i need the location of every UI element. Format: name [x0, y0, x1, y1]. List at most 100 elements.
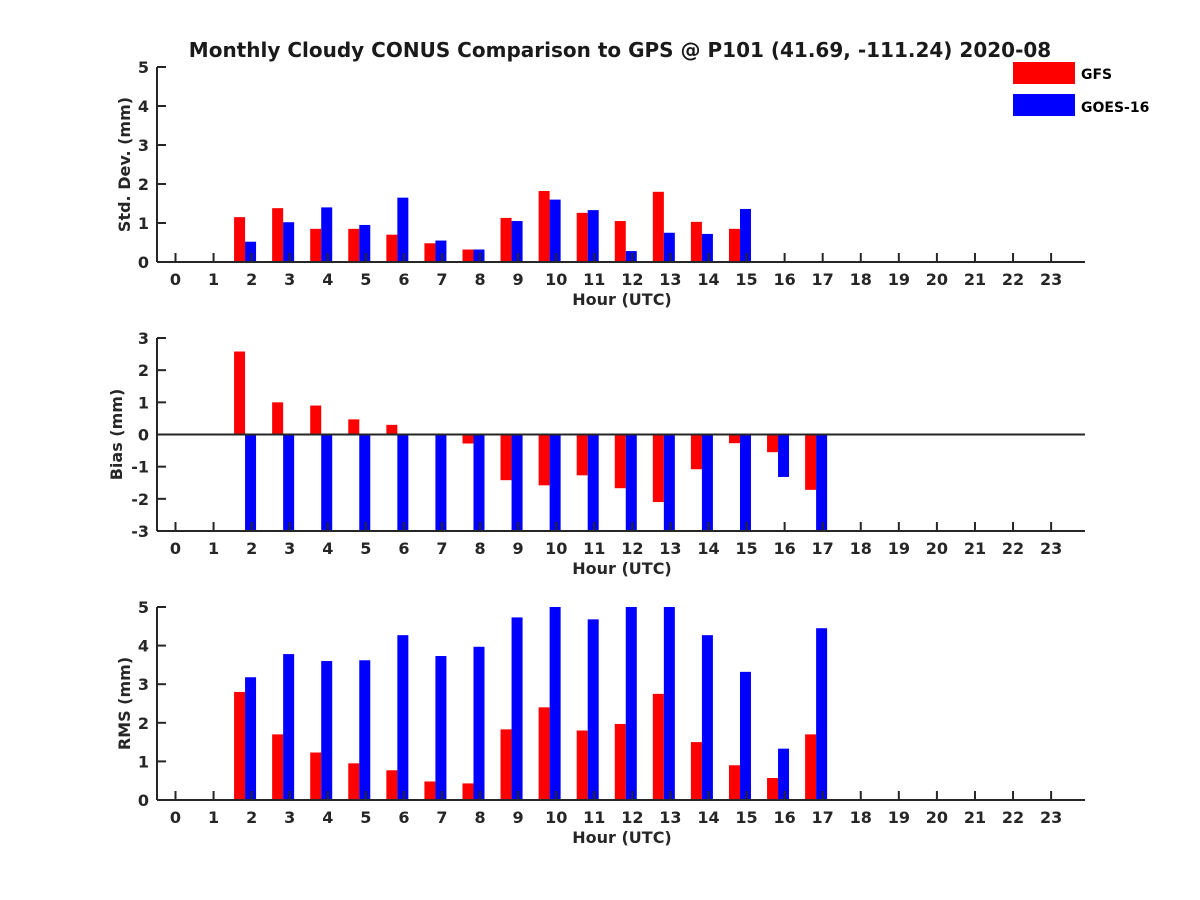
x-tick-label: 17 [812, 270, 834, 289]
bar-goes16-hour-3 [321, 434, 333, 531]
x-tick-label: 1 [208, 270, 219, 289]
x-tick-label: 2 [246, 539, 257, 558]
bar-gfs-hour-8 [500, 729, 512, 800]
bar-gfs-hour-11 [614, 221, 626, 262]
bar-goes16-hour-9 [549, 199, 561, 262]
x-tick-label: 14 [697, 808, 719, 827]
bar-gfs-hour-5 [386, 424, 398, 435]
bar-gfs-hour-2 [272, 208, 284, 262]
x-tick-label: 17 [812, 808, 834, 827]
x-tick-label: 7 [436, 808, 447, 827]
x-tick-label: 14 [697, 539, 719, 558]
x-tick-label: 23 [1040, 539, 1062, 558]
bar-goes16-hour-4 [359, 660, 371, 800]
x-tick-label: 20 [926, 270, 948, 289]
x-tick-label: 15 [735, 270, 757, 289]
bar-gfs-hour-15 [767, 434, 779, 453]
y-tick-label: 5 [138, 58, 149, 77]
bar-gfs-hour-10 [576, 212, 588, 262]
bar-gfs-hour-15 [767, 778, 779, 800]
bar-goes16-hour-12 [663, 232, 675, 262]
bar-gfs-hour-12 [652, 191, 664, 262]
x-tick-label: 22 [1002, 539, 1024, 558]
bar-gfs-hour-13 [690, 742, 702, 800]
x-tick-label: 0 [170, 270, 181, 289]
x-tick-label: 16 [773, 270, 795, 289]
bar-gfs-hour-13 [690, 434, 702, 470]
bar-goes16-hour-5 [397, 635, 409, 800]
x-tick-label: 12 [621, 808, 643, 827]
bar-goes16-hour-6 [435, 434, 447, 531]
bar-gfs-hour-1 [234, 691, 246, 800]
y-tick-label: 0 [138, 253, 149, 272]
bar-goes16-hour-9 [549, 607, 561, 800]
bar-goes16-hour-10 [587, 619, 599, 800]
bar-gfs-hour-3 [310, 405, 322, 435]
x-tick-label: 2 [246, 808, 257, 827]
x-tick-label: 18 [850, 808, 872, 827]
bar-goes16-hour-11 [625, 251, 637, 262]
bar-goes16-hour-1 [245, 241, 257, 262]
bar-goes16-hour-1 [245, 434, 257, 531]
bar-goes16-hour-2 [283, 654, 295, 800]
x-tick-label: 23 [1040, 270, 1062, 289]
bar-goes16-hour-7 [473, 434, 485, 531]
x-tick-label: 9 [513, 808, 524, 827]
bar-gfs-hour-12 [652, 693, 664, 800]
bar-goes16-hour-16 [816, 434, 828, 531]
x-tick-label: 15 [735, 808, 757, 827]
bar-gfs-hour-14 [728, 765, 740, 800]
y-axis-label: Std. Dev. (mm) [115, 97, 134, 232]
x-axis-label: Hour (UTC) [572, 290, 672, 309]
legend: GFS GOES-16 [1013, 62, 1149, 116]
bar-gfs-hour-4 [348, 763, 360, 800]
bar-goes16-hour-7 [473, 249, 485, 262]
x-tick-label: 14 [697, 270, 719, 289]
x-tick-label: 18 [850, 539, 872, 558]
y-tick-label: 2 [138, 361, 149, 380]
bar-gfs-hour-1 [234, 217, 246, 262]
x-tick-label: 13 [659, 539, 681, 558]
bar-goes16-hour-12 [663, 607, 675, 800]
x-tick-label: 20 [926, 808, 948, 827]
bar-goes16-hour-14 [739, 434, 751, 531]
legend-swatch-gfs [1013, 62, 1075, 84]
bar-goes16-hour-3 [321, 207, 333, 262]
x-tick-label: 2 [246, 270, 257, 289]
y-tick-label: -2 [131, 490, 149, 509]
x-tick-label: 7 [436, 270, 447, 289]
bar-gfs-hour-6 [424, 781, 436, 800]
bar-goes16-hour-6 [435, 656, 447, 800]
x-tick-label: 17 [812, 539, 834, 558]
x-tick-label: 10 [545, 539, 567, 558]
x-tick-label: 8 [474, 808, 485, 827]
bar-goes16-hour-9 [549, 434, 561, 531]
bar-gfs-hour-1 [234, 351, 246, 435]
y-tick-label: 4 [138, 637, 149, 656]
bar-goes16-hour-8 [511, 221, 523, 262]
y-axis-label: Bias (mm) [107, 389, 126, 481]
bar-gfs-hour-5 [386, 770, 398, 800]
x-tick-label: 21 [964, 270, 986, 289]
y-tick-label: 3 [138, 329, 149, 348]
x-tick-label: 21 [964, 808, 986, 827]
bar-goes16-hour-4 [359, 224, 371, 262]
x-tick-label: 16 [773, 539, 795, 558]
bar-gfs-hour-10 [576, 434, 588, 476]
bar-goes16-hour-13 [701, 434, 713, 531]
bar-goes16-hour-6 [435, 240, 447, 262]
bar-goes16-hour-2 [283, 222, 295, 262]
x-tick-label: 3 [284, 539, 295, 558]
bar-gfs-hour-9 [538, 191, 550, 262]
bar-goes16-hour-5 [397, 434, 409, 531]
bar-goes16-hour-16 [816, 628, 828, 800]
legend-label-gfs: GFS [1081, 67, 1112, 83]
y-tick-label: 3 [138, 136, 149, 155]
bar-goes16-hour-13 [701, 635, 713, 800]
bar-goes16-hour-11 [625, 607, 637, 800]
bar-goes16-hour-11 [625, 434, 637, 531]
bar-goes16-hour-5 [397, 197, 409, 262]
y-tick-label: 3 [138, 675, 149, 694]
